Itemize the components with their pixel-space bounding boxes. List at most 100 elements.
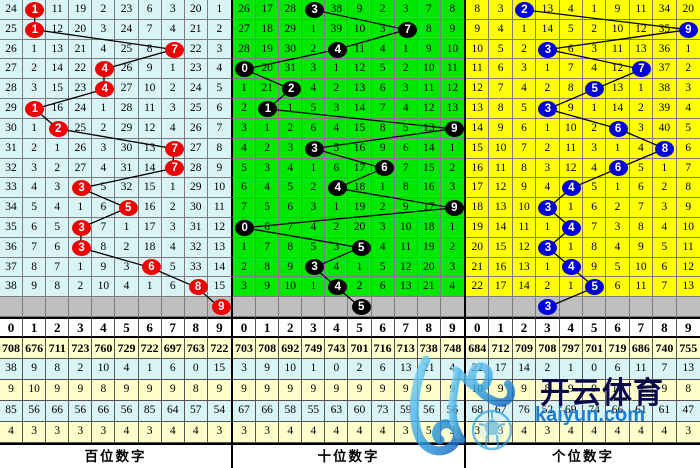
trend-cell[interactable]: 35 [0,217,24,238]
trend-cell[interactable]: 7 [629,198,654,218]
trend-cell[interactable]: 4 [489,19,513,40]
number-ball[interactable]: 6 [608,120,628,137]
trend-cell[interactable] [69,297,93,317]
trend-cell[interactable] [115,297,139,317]
trend-cell[interactable]: 28 [115,99,139,119]
trend-cell[interactable]: 12 [466,79,490,100]
trend-cell[interactable]: 3 [371,217,395,238]
trend-cell[interactable]: 1 [536,59,560,80]
trend-cell[interactable]: 37 [0,257,24,278]
trend-cell[interactable] [466,297,490,317]
trend-cell[interactable]: 8 [559,79,583,100]
stats-max-missing-cell[interactable]: 708 [536,338,560,359]
trend-cell[interactable]: 11 [394,237,418,258]
stats-current-missing-cell[interactable]: 13 [676,359,700,380]
trend-cell[interactable]: 2 [606,198,630,218]
stats-avg-missing-cell[interactable]: 10 [466,380,490,401]
trend-cell[interactable]: 7 [233,198,257,218]
stats-appearance-cell[interactable]: 3 [489,422,513,443]
stats-max-missing-cell[interactable]: 692 [279,338,303,359]
stats-max-consecutive-cell[interactable]: 66 [256,401,280,422]
trend-cell[interactable] [606,297,630,317]
trend-cell[interactable]: 6 [629,178,654,199]
trend-cell[interactable]: 18 [348,178,372,199]
stats-max-missing-cell[interactable]: 712 [489,338,513,359]
trend-cell[interactable]: 13 [207,237,231,258]
trend-cell[interactable]: 6 [161,277,185,298]
stats-max-consecutive-cell[interactable]: 73 [371,401,395,422]
stats-appearance-cell[interactable]: 4 [115,422,139,443]
stats-max-consecutive-cell[interactable]: 85 [138,401,162,422]
trend-cell[interactable]: 27 [0,59,24,80]
stats-appearance-cell[interactable]: 3 [46,422,70,443]
stats-max-consecutive-cell[interactable]: 66 [606,401,630,422]
stats-avg-missing-cell[interactable]: 9 [489,380,513,401]
trend-cell[interactable]: 6 [138,0,162,20]
trend-cell[interactable]: 1 [302,277,326,298]
trend-cell[interactable]: 1 [653,158,677,179]
stats-column-header-cell[interactable]: 1 [489,317,513,338]
trend-cell[interactable]: 3 [512,59,537,80]
trend-cell[interactable]: 3 [302,198,326,218]
stats-column-header-cell[interactable]: 2 [512,317,537,338]
trend-cell[interactable]: 9 [23,277,47,298]
trend-cell[interactable]: 1 [536,217,560,238]
trend-cell[interactable]: 12 [394,257,418,278]
stats-avg-missing-cell[interactable]: 9 [115,380,139,401]
trend-cell[interactable]: 4 [371,237,395,258]
trend-cell[interactable]: 32 [184,237,208,258]
trend-cell[interactable] [371,297,395,317]
trend-cell[interactable] [302,297,326,317]
trend-cell[interactable]: 1 [440,217,464,238]
stats-avg-missing-cell[interactable]: 9 [0,380,24,401]
trend-cell[interactable]: 5 [653,237,677,258]
trend-cell[interactable]: 4 [23,178,47,199]
trend-cell[interactable]: 5 [582,178,607,199]
stats-avg-missing-cell[interactable]: 8 [92,380,116,401]
stats-column-header-cell[interactable]: 3 [69,317,93,338]
trend-cell[interactable]: 5 [512,99,537,119]
trend-cell[interactable]: 38 [325,0,349,20]
trend-cell[interactable]: 14 [512,277,537,298]
stats-max-consecutive-cell[interactable]: 56 [417,401,441,422]
trend-cell[interactable]: 2 [325,79,349,100]
trend-cell[interactable]: 2 [440,158,464,179]
trend-cell[interactable]: 14 [606,99,630,119]
trend-cell[interactable]: 9 [92,257,116,278]
trend-cell[interactable]: 16 [46,99,70,119]
stats-current-missing-cell[interactable]: 10 [92,359,116,380]
trend-cell[interactable]: 8 [138,39,162,60]
stats-avg-missing-cell[interactable]: 9 [582,380,607,401]
number-ball[interactable]: 9 [678,21,698,38]
trend-cell[interactable]: 1 [536,118,560,139]
trend-cell[interactable] [489,297,513,317]
trend-cell[interactable]: 1 [559,198,583,218]
trend-cell[interactable]: 1 [279,99,303,119]
stats-current-missing-cell[interactable]: 22 [466,359,490,380]
trend-cell[interactable]: 18 [256,19,280,40]
stats-column-header-cell[interactable]: 0 [233,317,257,338]
trend-cell[interactable]: 3 [629,118,654,139]
number-ball[interactable]: 3 [538,41,558,58]
stats-current-missing-cell[interactable]: 17 [489,359,513,380]
trend-cell[interactable]: 6 [256,217,280,238]
trend-cell[interactable]: 14 [46,59,70,80]
stats-avg-missing-cell[interactable]: 9 [233,380,257,401]
trend-cell[interactable]: 5 [302,99,326,119]
trend-cell[interactable]: 16 [489,257,513,278]
stats-appearance-cell[interactable]: 3 [23,422,47,443]
trend-cell[interactable] [417,297,441,317]
trend-cell[interactable]: 6 [371,79,395,100]
stats-max-missing-cell[interactable]: 722 [138,338,162,359]
trend-cell[interactable]: 2 [279,118,303,139]
stats-current-missing-cell[interactable]: 1 [302,359,326,380]
trend-cell[interactable] [138,297,162,317]
trend-cell[interactable]: 6 [325,158,349,179]
stats-max-missing-cell[interactable]: 703 [233,338,257,359]
trend-cell[interactable]: 6 [279,198,303,218]
trend-cell[interactable]: 10 [676,217,700,238]
trend-cell[interactable]: 36 [0,237,24,258]
trend-cell[interactable]: 9 [256,277,280,298]
trend-cell[interactable]: 13 [46,39,70,60]
stats-current-missing-cell[interactable]: 3 [233,359,257,380]
